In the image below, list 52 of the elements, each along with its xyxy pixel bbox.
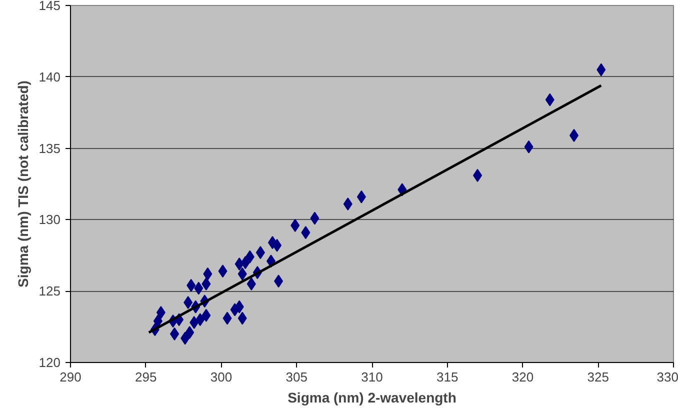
x-tick-label: 295 (135, 370, 157, 384)
point (356, 190, 366, 204)
point (256, 246, 265, 260)
point (218, 264, 228, 278)
point (524, 140, 534, 154)
point (186, 278, 196, 292)
point (343, 197, 352, 210)
point (246, 277, 256, 290)
y-tick-label: 140 (38, 69, 61, 84)
x-tick-label: 330 (656, 370, 678, 384)
y-tick-label: 135 (38, 140, 61, 156)
point (290, 218, 300, 232)
point (596, 63, 606, 76)
point (545, 93, 554, 106)
point (245, 250, 254, 264)
point (184, 296, 193, 310)
point (170, 327, 180, 340)
point (268, 236, 278, 250)
y-tick-label: 120 (38, 355, 61, 370)
point (301, 226, 310, 240)
point (234, 257, 244, 270)
x-tick-label: 305 (286, 370, 308, 384)
point (202, 308, 211, 322)
x-tick-label: 310 (361, 370, 383, 384)
point (310, 212, 320, 225)
point (238, 267, 247, 280)
x-tick-label: 320 (512, 370, 534, 384)
y-tick-label: 130 (38, 212, 61, 228)
point (180, 332, 190, 345)
point (274, 274, 284, 288)
x-tick-label: 325 (587, 370, 609, 384)
y-tick-label: 145 (38, 0, 61, 13)
point (190, 316, 199, 330)
point (222, 312, 232, 325)
y-tick-label: 125 (38, 284, 61, 299)
point (234, 300, 244, 314)
point (202, 277, 211, 290)
point (238, 312, 247, 325)
point (196, 313, 205, 326)
point (156, 306, 166, 320)
x-tick-label: 315 (436, 370, 458, 384)
point (473, 168, 482, 182)
point (203, 267, 212, 280)
point (185, 326, 194, 340)
x-tick-label: 300 (210, 370, 232, 384)
point (570, 128, 579, 142)
y-axis-title: Sigma (nm) TIS (not calibrated) (14, 80, 31, 288)
point (153, 314, 162, 328)
x-tick-label: 290 (60, 370, 82, 384)
x-axis-title: Sigma (nm) 2-wavelength (288, 390, 456, 406)
point (194, 282, 204, 295)
point (240, 256, 250, 270)
